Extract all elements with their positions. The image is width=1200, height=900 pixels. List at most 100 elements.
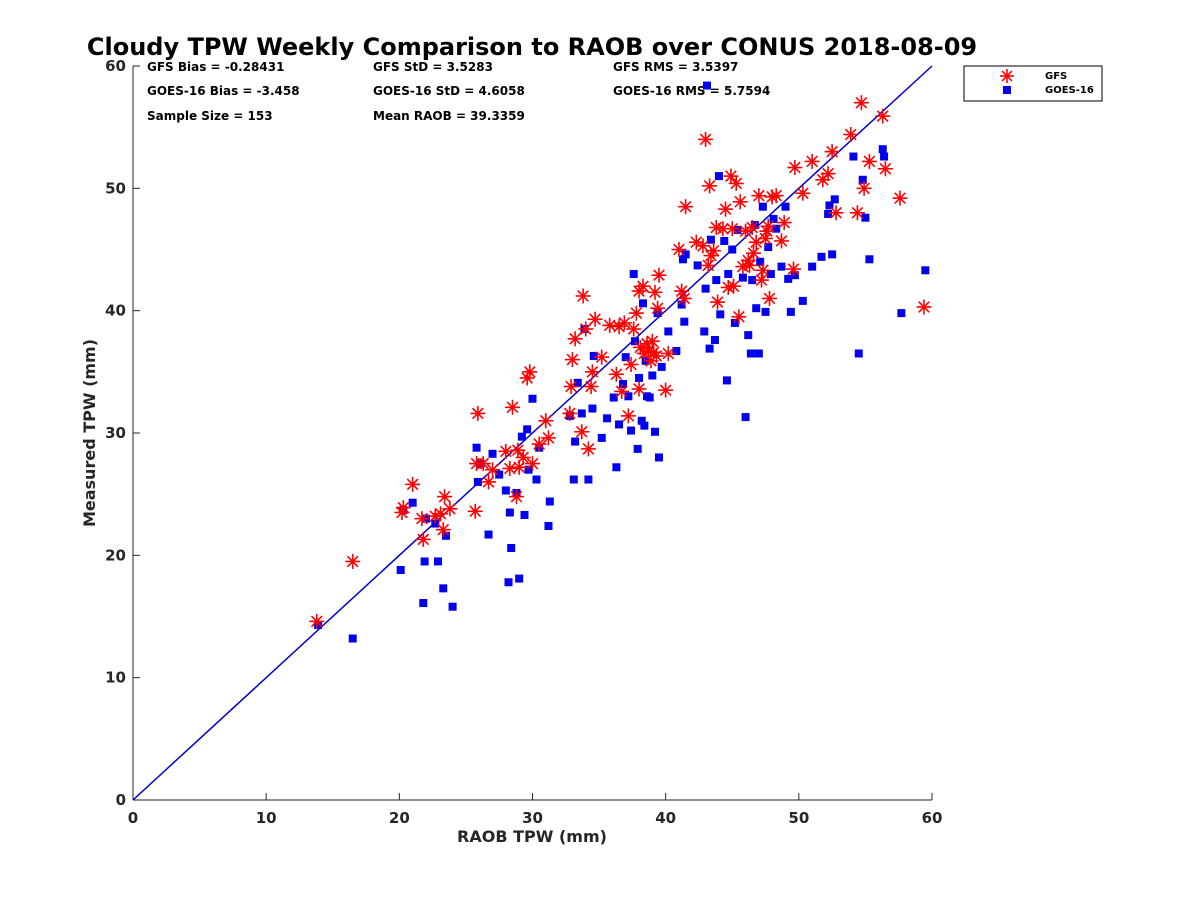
one-to-one-line <box>132 65 933 801</box>
gfs-point <box>414 511 430 527</box>
goes-16-point <box>724 269 733 278</box>
goes-16-point <box>517 432 526 441</box>
gfs-point <box>580 441 596 457</box>
goes-16-point <box>761 307 770 316</box>
goes-16-point <box>635 373 644 382</box>
goes-16-point <box>408 498 417 507</box>
goes-16-point <box>677 300 686 309</box>
legend-goes-label: GOES-16 <box>1045 85 1094 96</box>
gfs-point <box>578 321 594 337</box>
gfs-point <box>415 531 431 547</box>
goes-16-point <box>657 362 666 371</box>
goes-16-point <box>544 521 553 530</box>
x-ticks: 0 10 20 30 40 50 60 <box>128 793 942 827</box>
goes-16-point <box>505 508 514 517</box>
x-tick-label: 30 <box>522 809 543 827</box>
goes-16-point <box>710 336 719 345</box>
goes-16-point <box>645 393 654 402</box>
gfs-point <box>626 321 642 337</box>
gfs-point <box>671 242 687 257</box>
goes-16-point <box>603 414 612 423</box>
legend-gfs-asterisk-icon <box>1000 69 1014 83</box>
goes-16-point <box>766 269 775 278</box>
goes-16-point <box>545 497 554 506</box>
goes-16-point <box>419 599 428 608</box>
goes-16-point <box>532 475 541 484</box>
gfs-point <box>505 399 521 415</box>
goes-16-point <box>764 243 773 252</box>
y-ticks: 0 10 20 30 40 50 60 <box>105 57 140 809</box>
gfs-point <box>731 309 747 325</box>
gfs-point <box>587 311 603 327</box>
goes-16-point <box>520 510 529 519</box>
y-tick-label: 40 <box>105 302 126 320</box>
legend-gfs-glyph <box>1000 69 1014 83</box>
goes-16-point <box>756 257 765 266</box>
goes-16-point <box>639 299 648 308</box>
gfs-point <box>732 194 748 210</box>
goes-16-point <box>637 416 646 425</box>
gfs-point <box>828 205 844 221</box>
goes-16-point <box>573 378 582 387</box>
gfs-point <box>519 370 535 386</box>
gfs-point <box>751 188 767 204</box>
goes-16-point <box>865 255 874 264</box>
gfs-point <box>786 261 802 277</box>
goes-16-series <box>314 81 930 643</box>
gfs-point <box>395 500 411 516</box>
goes-16-point <box>817 252 826 261</box>
goes-16-point <box>849 152 858 161</box>
goes-16-point <box>798 296 807 305</box>
mean-raob-stat: Mean RAOB = 39.3359 <box>373 109 525 123</box>
goes-16-point <box>484 530 493 539</box>
gfs-point <box>594 349 610 365</box>
goes-16-point <box>651 427 660 436</box>
gfs-point <box>515 449 531 465</box>
goes-16-point <box>808 262 817 271</box>
goes-16-point <box>880 152 889 161</box>
gfs-point <box>658 382 674 398</box>
goes-16-point <box>769 214 778 223</box>
goes-16-point <box>825 201 834 210</box>
gfs-point <box>660 345 676 361</box>
goes-16-point <box>664 327 673 336</box>
goes-16-point <box>758 202 767 211</box>
gfs-point <box>849 205 865 221</box>
gfs-point <box>435 522 451 538</box>
gfs-point <box>481 474 497 490</box>
gfs-point <box>509 489 525 505</box>
gfs-point <box>892 190 908 206</box>
gfs-point <box>754 272 770 288</box>
goes-16-point <box>571 437 580 446</box>
chart-title: Cloudy TPW Weekly Comparison to RAOB ove… <box>87 33 977 61</box>
x-tick-label: 0 <box>128 809 138 827</box>
goes-16-point <box>700 327 709 336</box>
gfs-point <box>676 290 692 306</box>
gfs-point <box>623 356 639 372</box>
goes-16-point <box>680 317 689 326</box>
goes-16-point <box>420 557 429 566</box>
goes-16-point <box>507 543 516 552</box>
goes-16-point <box>597 433 606 442</box>
gfs-point <box>824 144 840 160</box>
goes-16-point <box>744 331 753 340</box>
gfs-point <box>563 379 579 395</box>
gfs-point <box>762 290 778 306</box>
gfs-point <box>695 238 711 254</box>
gfs-point <box>470 405 486 421</box>
goes-16-point <box>784 274 793 283</box>
gfs-point <box>877 161 893 177</box>
gfs-point <box>647 284 663 300</box>
gfs-point <box>583 379 599 395</box>
gfs-point <box>584 364 600 380</box>
goes-16-point <box>524 465 533 474</box>
gfs-point <box>475 456 491 472</box>
gfs-point <box>620 408 636 424</box>
y-tick-label: 60 <box>105 57 126 75</box>
goes-16-point <box>861 213 870 222</box>
gfs-point <box>485 462 501 478</box>
goes-16-point <box>577 409 586 418</box>
y-axis-label: Measured TPW (mm) <box>80 339 99 527</box>
goes-16-point <box>738 273 747 282</box>
gfs-point <box>843 127 859 143</box>
